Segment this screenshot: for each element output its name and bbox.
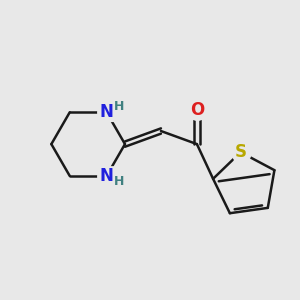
Text: H: H — [114, 100, 124, 113]
Text: N: N — [100, 103, 113, 121]
Text: O: O — [190, 101, 204, 119]
Text: H: H — [114, 175, 124, 188]
Text: S: S — [235, 143, 247, 161]
Text: N: N — [100, 167, 113, 185]
